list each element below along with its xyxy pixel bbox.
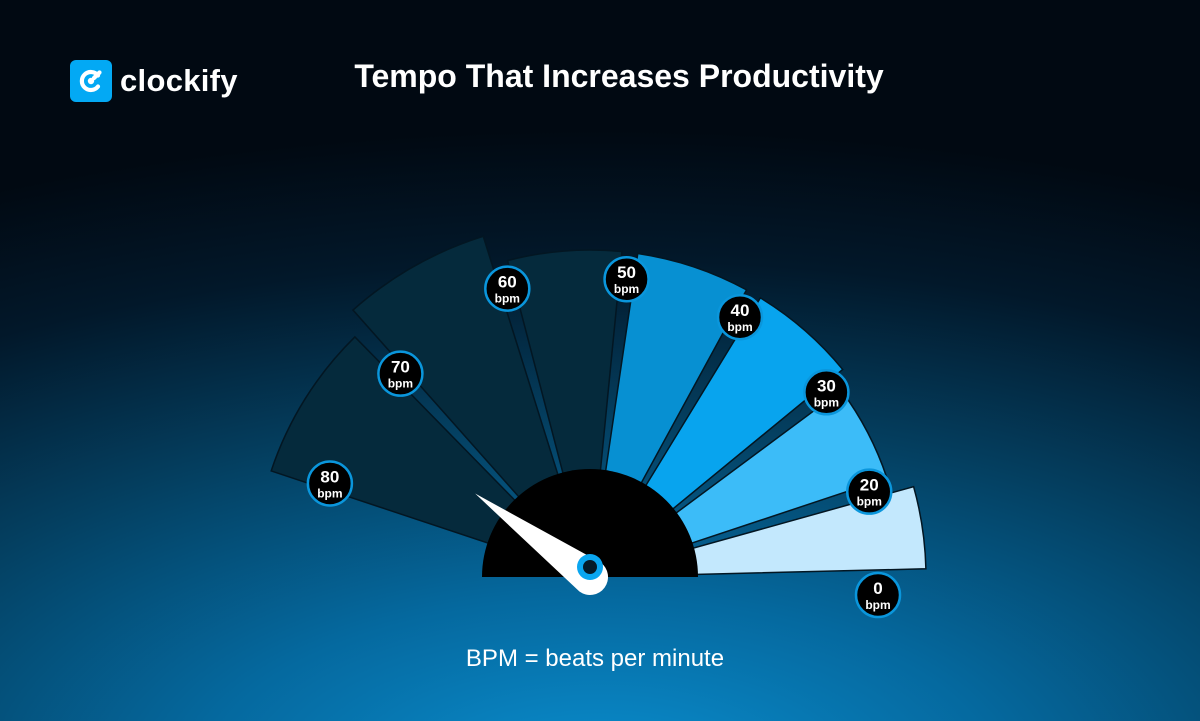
tick-badge: [603, 255, 650, 303]
tick-unit: bpm: [388, 377, 413, 391]
gauge-segment: [602, 252, 748, 501]
needle-pivot: [583, 560, 597, 574]
clockify-logo: clockify: [70, 60, 238, 102]
tick-badge: [484, 265, 531, 312]
tick-unit: bpm: [814, 395, 839, 409]
tick-value: 50: [617, 263, 636, 282]
tick-value: 40: [731, 301, 750, 320]
tick-unit: bpm: [865, 598, 890, 612]
tick-badge: [845, 468, 893, 515]
tick-unit: bpm: [857, 495, 882, 509]
tick-unit: bpm: [317, 486, 342, 500]
tick-value: 80: [320, 467, 339, 486]
chart-caption: BPM = beats per minute: [465, 645, 725, 672]
tick-badge: [306, 460, 354, 507]
gauge-segment: [270, 335, 530, 551]
tick-value: 20: [860, 476, 879, 495]
tick-value: 60: [498, 273, 517, 292]
clockify-logo-icon: [70, 60, 112, 102]
tick-unit: bpm: [495, 292, 520, 306]
gauge-needle: [475, 493, 609, 596]
tick-unit: bpm: [614, 282, 639, 296]
tick-badge: [377, 350, 424, 397]
tick-unit: bpm: [727, 320, 752, 334]
gauge-segment: [351, 235, 565, 513]
tick-badge: [716, 293, 764, 341]
tick-badge: [803, 369, 850, 416]
chart-title: Tempo That Increases Productivity: [354, 58, 884, 94]
gauge-segment: [506, 249, 623, 493]
gauge-segment: [634, 296, 844, 523]
tick-value: 70: [391, 358, 410, 377]
tick-badge: [854, 571, 902, 619]
tick-value: 30: [817, 376, 836, 395]
tick-value: 0: [873, 579, 882, 598]
brand-name: clockify: [120, 63, 238, 98]
